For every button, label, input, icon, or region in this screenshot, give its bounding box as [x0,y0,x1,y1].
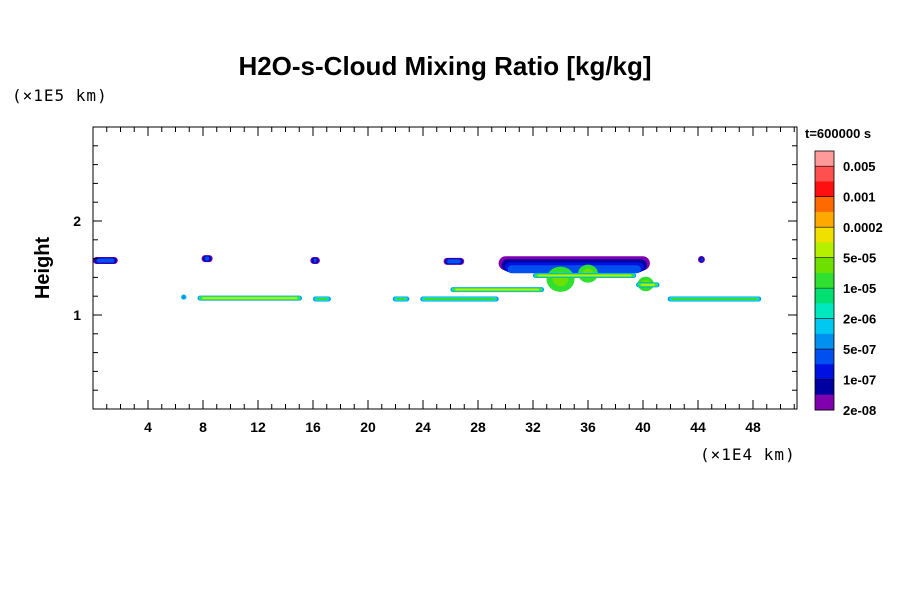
x-scale-label: (×1E4 km) [700,445,796,464]
cloud-feature [201,255,213,263]
cloud-feature [197,295,302,301]
cloud-contour [455,288,540,291]
colorbar-swatch [815,318,834,335]
colorbar-label: 0.005 [843,159,876,174]
cloud-feature [636,282,660,288]
colorbar-label: 0.0002 [843,220,883,235]
cloud-contour [423,298,496,300]
cloud-feature [533,273,637,278]
cloud-contour [447,259,461,264]
y-scale-label: (×1E5 km) [12,86,108,105]
cloud-contour [205,256,209,261]
colorbar-label: 2e-06 [843,312,876,327]
x-tick-label: 48 [745,419,761,435]
colorbar-swatch [815,333,834,350]
cloud-feature [698,256,705,263]
colorbar-label: 5e-07 [843,342,876,357]
cloud-contour [671,298,758,300]
x-tick-label: 44 [690,419,706,435]
colorbar-swatch [815,364,834,380]
y-axis-label: Height [32,237,54,300]
x-tick-label: 36 [580,419,596,435]
colorbar-swatch [815,242,834,258]
cloud-feature [181,294,187,300]
colorbar-swatch [815,151,834,167]
x-tick-label: 8 [199,419,207,435]
colorbar-swatch [815,166,834,182]
x-ticks: 4 8 12 16 20 24 28 32 36 40 44 48 [92,127,795,435]
colorbar-swatch [815,394,834,411]
cloud-contour [96,258,115,263]
cloud-feature [420,296,499,302]
cloud-feature [310,257,320,264]
cloud-contour [316,298,328,300]
cloud-contour [396,298,406,300]
cloud-feature [450,287,544,293]
colorbar-swatch [815,272,834,289]
cloud-contour [182,295,186,300]
cloud-feature [313,296,331,302]
chart-title: H2O-s-Cloud Mixing Ratio [kg/kg] [238,51,651,81]
x-tick-label: 4 [144,419,152,435]
colorbar-label: 2e-08 [843,403,876,418]
colorbar: 0.005 0.001 0.0002 5e-05 1e-05 2e-06 5e-07 1e-0… [814,150,883,418]
cloud-feature [667,296,762,302]
colorbar-swatch [815,181,834,198]
x-tick-label: 12 [250,419,266,435]
x-tick-label: 16 [305,419,321,435]
colorbar-swatch [815,196,834,213]
cloud-feature [498,256,654,292]
colorbar-label: 0.001 [843,190,876,205]
x-tick-label: 28 [470,419,486,435]
time-label: t=600000 s [805,126,871,141]
cloud-contour [640,283,655,286]
cloud-feature [93,257,118,264]
y-ticks: 12 [73,145,797,391]
colorbar-label: 1e-07 [843,373,876,388]
colorbar-swatch [815,257,834,274]
cloud-contour [313,258,317,263]
cloud-field [93,255,762,302]
y-tick-label: 1 [73,307,81,323]
cloud-contour [507,265,641,274]
x-tick-label: 40 [635,419,651,435]
y-tick-label: 2 [73,213,81,229]
cloud-contour [202,297,298,300]
colorbar-swatch [815,379,834,396]
colorbar-swatch [815,211,834,228]
cloud-feature [392,296,410,302]
plot-frame [92,126,798,410]
colorbar-label: 5e-05 [843,251,876,266]
colorbar-label: 1e-05 [843,281,876,296]
colorbar-swatch [815,227,834,243]
x-tick-label: 32 [525,419,541,435]
x-tick-label: 20 [360,419,376,435]
cloud-contour [537,274,632,277]
colorbar-swatch [815,303,834,319]
colorbar-swatch [815,349,834,365]
cloud-feature [443,257,465,265]
colorbar-swatch [815,288,834,304]
x-tick-label: 24 [415,419,431,435]
axes [92,126,798,410]
cloud-contour [701,257,703,262]
